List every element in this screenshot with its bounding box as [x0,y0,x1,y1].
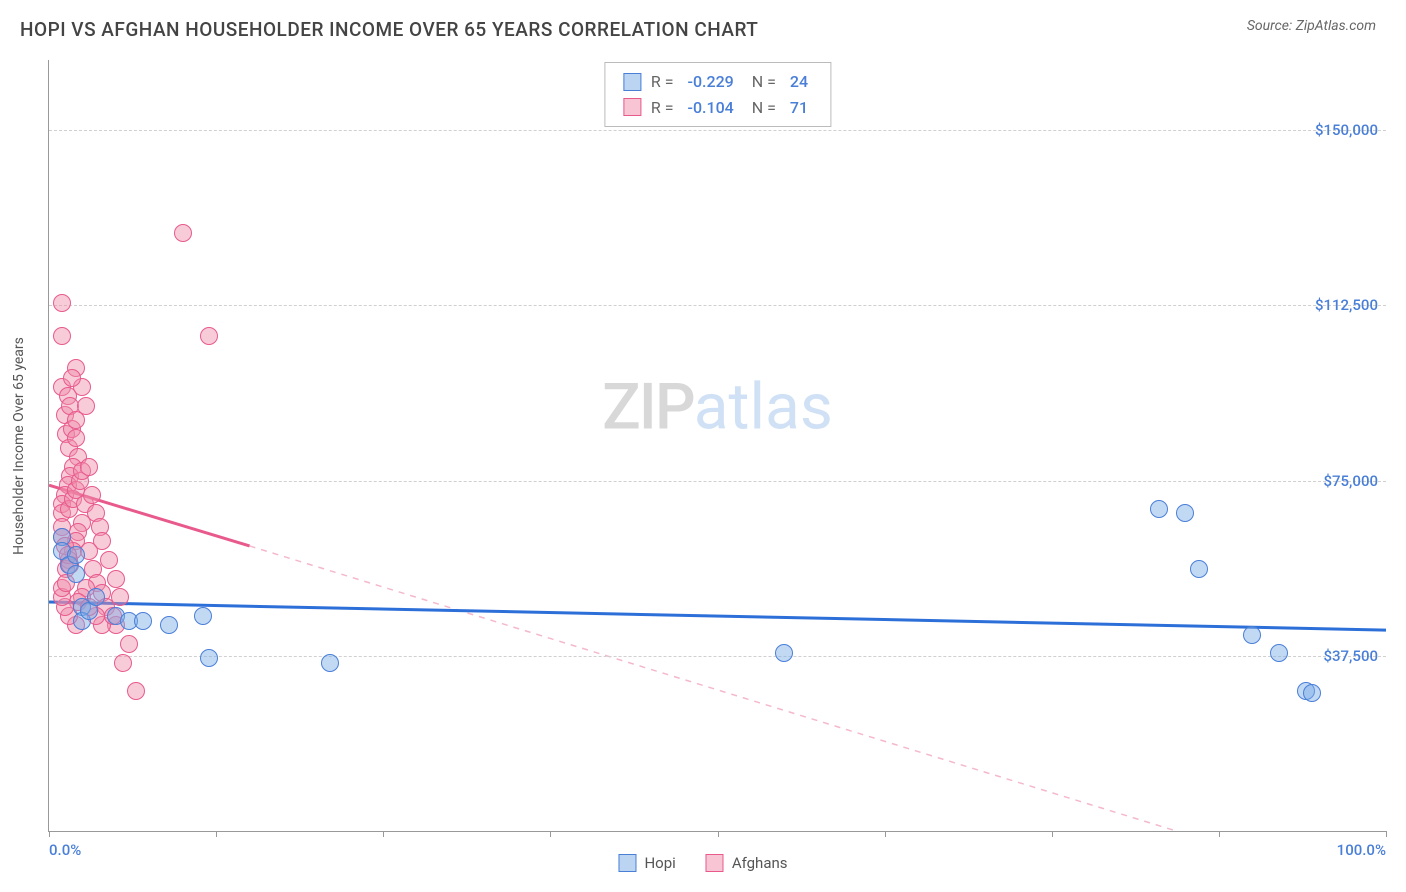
data-point [1270,644,1288,662]
x-tick [216,831,217,837]
data-point [1303,684,1321,702]
data-point [1176,504,1194,522]
data-point [63,369,81,387]
legend-item: Afghans [706,854,788,872]
y-tick-label: $37,500 [1323,647,1378,665]
x-tick-label: 100.0% [1337,841,1386,859]
swatch-icon [623,73,641,91]
data-point [77,397,95,415]
data-point [80,458,98,476]
data-point [111,588,129,606]
y-axis-label: Householder Income Over 65 years [11,337,27,555]
legend-label: Afghans [732,854,788,872]
legend-label: Hopi [644,854,675,872]
x-tick [1052,831,1053,837]
y-tick-label: $150,000 [1315,121,1378,139]
data-point [1150,500,1168,518]
x-tick [49,831,50,837]
data-point [67,429,85,447]
data-point [1243,626,1261,644]
x-tick [550,831,551,837]
data-point [127,682,145,700]
data-point [1190,560,1208,578]
gridline [49,130,1386,131]
data-point [67,565,85,583]
data-point [200,649,218,667]
data-point [160,616,178,634]
swatch-icon [618,854,636,872]
y-tick-label: $75,000 [1323,472,1378,490]
trend-lines [49,60,1386,831]
gridline [49,656,1386,657]
data-point [67,546,85,564]
data-point [83,486,101,504]
data-point [200,327,218,345]
gridline [49,305,1386,306]
data-point [775,644,793,662]
data-point [134,612,152,630]
data-point [53,294,71,312]
x-tick [1219,831,1220,837]
chart-plot-area: Householder Income Over 65 years ZIPatla… [48,60,1386,832]
correlation-stats-box: R = -0.229 N = 24 R = -0.104 N = 71 [604,62,831,127]
chart-title: HOPI VS AFGHAN HOUSEHOLDER INCOME OVER 6… [20,18,758,41]
watermark: ZIPatlas [602,369,833,444]
stats-row-afghans: R = -0.104 N = 71 [623,95,812,121]
swatch-icon [623,98,641,116]
data-point [194,607,212,625]
data-point [120,635,138,653]
x-tick [718,831,719,837]
gridline [49,481,1386,482]
x-tick [885,831,886,837]
source-attribution: Source: ZipAtlas.com [1247,18,1376,34]
data-point [174,224,192,242]
data-point [87,588,105,606]
y-tick-label: $112,500 [1315,296,1378,314]
bottom-legend: Hopi Afghans [618,854,787,872]
x-tick [1386,831,1387,837]
data-point [114,654,132,672]
stats-row-hopi: R = -0.229 N = 24 [623,69,812,95]
data-point [100,551,118,569]
data-point [321,654,339,672]
data-point [107,570,125,588]
legend-item: Hopi [618,854,675,872]
data-point [53,327,71,345]
x-tick [383,831,384,837]
swatch-icon [706,854,724,872]
x-tick-label: 0.0% [49,841,81,859]
